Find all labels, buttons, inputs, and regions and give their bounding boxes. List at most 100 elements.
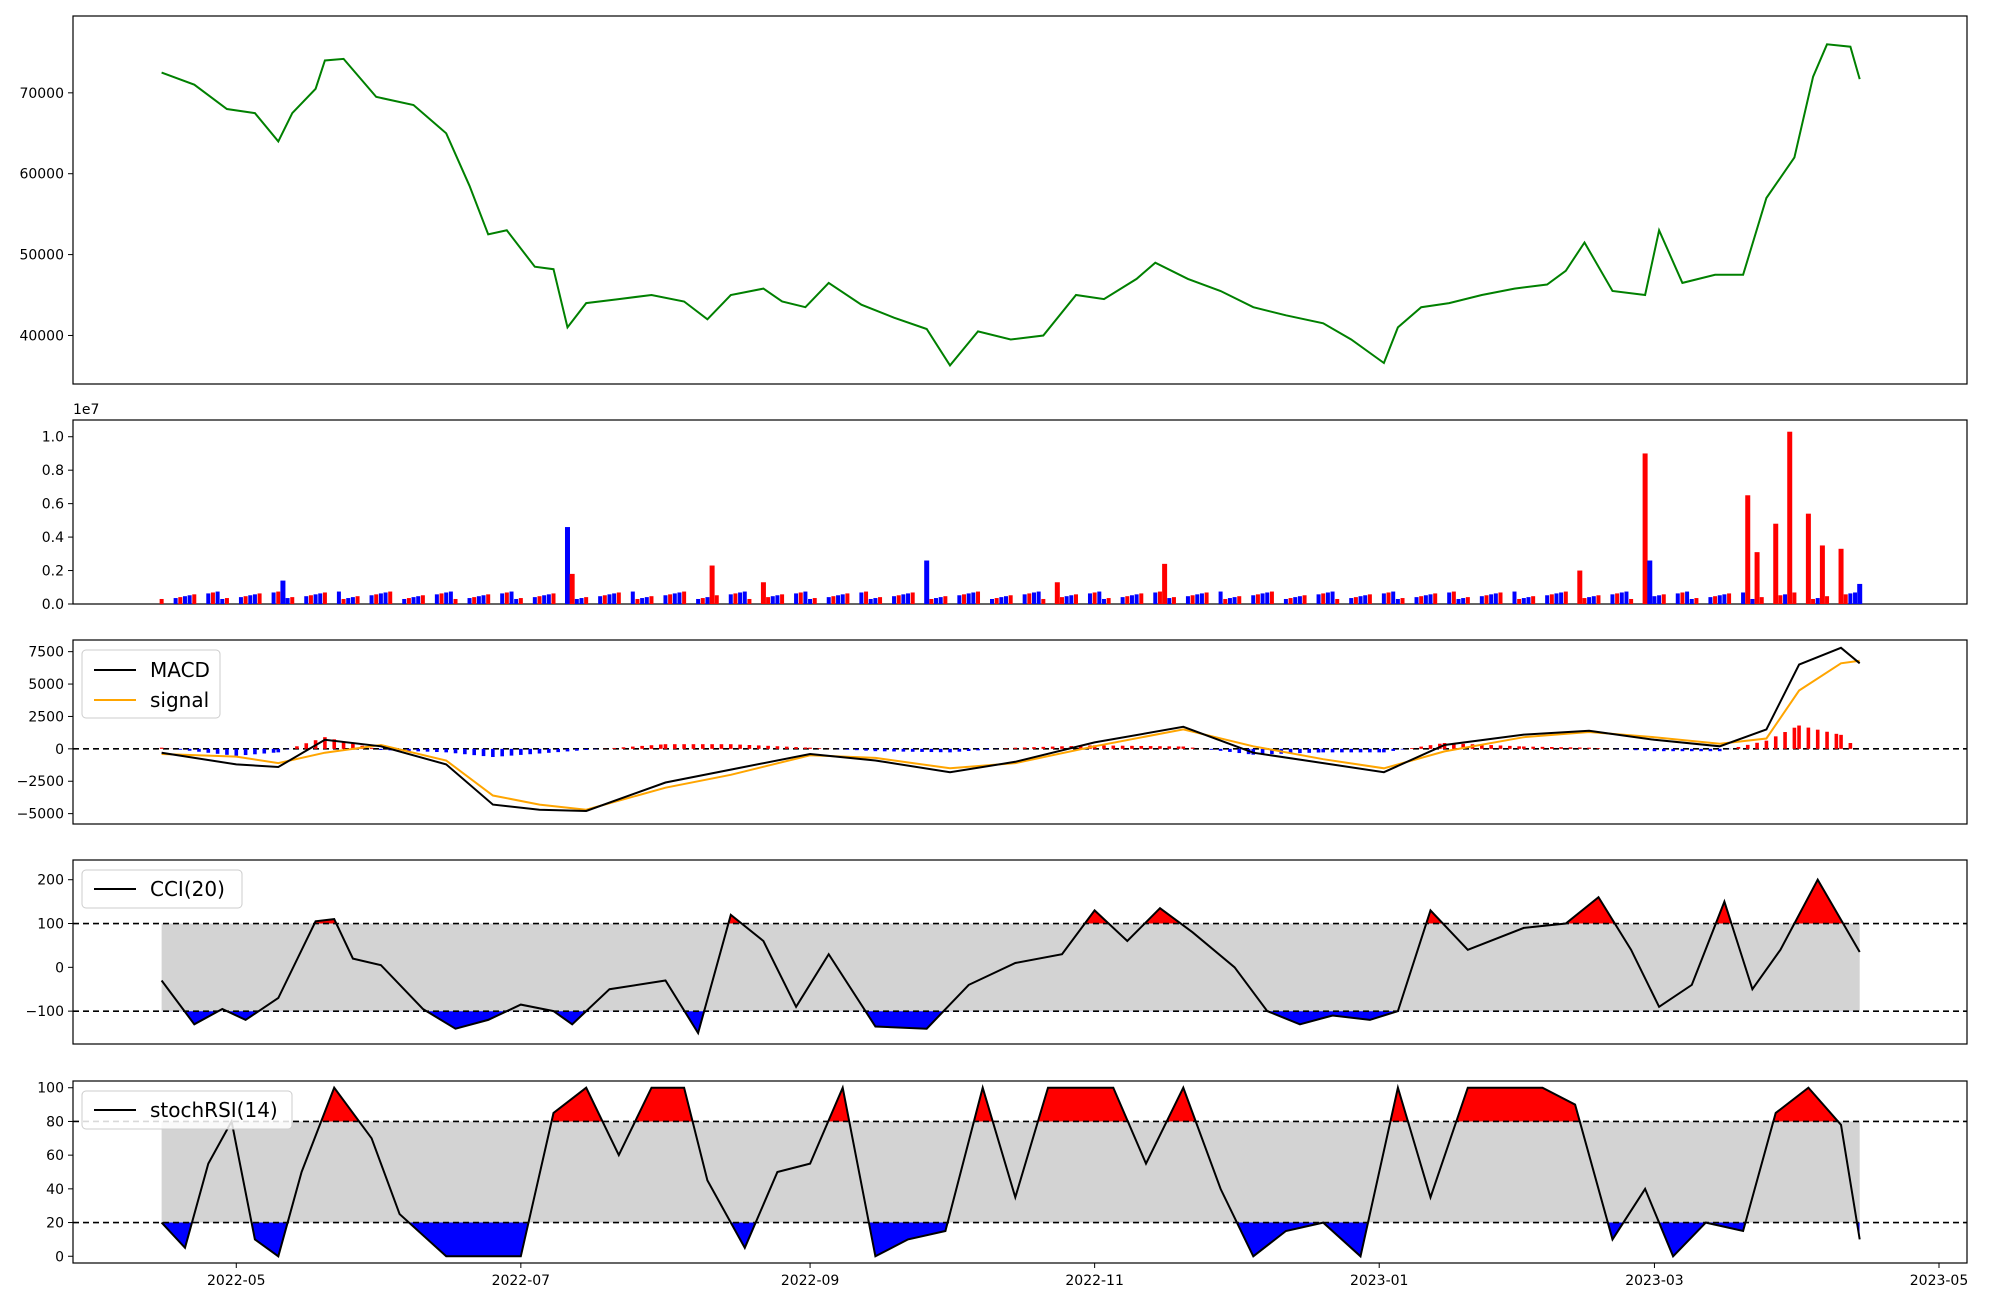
volume-bar — [995, 598, 999, 604]
volume-bar — [253, 594, 257, 604]
volume-bar — [280, 581, 285, 604]
volume-bar — [542, 595, 546, 604]
macd-histogram-bar — [1130, 746, 1134, 749]
ytick-label-volume: 0.0 — [42, 597, 64, 613]
ytick-label-macd: −5000 — [17, 807, 64, 823]
macd-histogram-bar — [276, 749, 280, 752]
ytick-label-cci: 100 — [37, 917, 64, 933]
volume-bar — [174, 598, 178, 604]
volume-bar — [729, 594, 733, 604]
volume-bar — [1424, 595, 1428, 604]
xtick-label: 2023-01 — [1350, 1273, 1409, 1289]
macd-histogram-bar — [272, 749, 276, 753]
macd-histogram-bar — [575, 749, 579, 751]
macd-histogram-bar — [1681, 749, 1685, 751]
volume-bar — [766, 597, 770, 604]
macd-histogram-bar — [1746, 745, 1750, 749]
volume-bar — [1433, 593, 1437, 604]
macd-histogram-bar — [1237, 749, 1241, 753]
macd-histogram-bar — [701, 744, 705, 749]
volume-bar — [258, 593, 262, 604]
volume-bar — [1130, 595, 1134, 604]
volume-bar — [897, 595, 901, 604]
cci-neutral-band — [162, 924, 1860, 1012]
macd-histogram-bar — [818, 748, 822, 749]
volume-bar — [943, 596, 947, 604]
macd-histogram-bar — [1816, 730, 1820, 749]
volume-bar — [1839, 549, 1844, 604]
volume-bar — [1261, 593, 1265, 604]
volume-bar — [1559, 592, 1563, 604]
xtick-label: 2022-09 — [781, 1273, 840, 1289]
volume-bar — [1349, 598, 1353, 604]
volume-bar — [794, 593, 798, 604]
macd-histogram-bar — [1508, 746, 1512, 749]
volume-bar — [1027, 593, 1031, 604]
volume-bar — [1647, 561, 1652, 604]
volume-bar — [1816, 598, 1820, 604]
volume-bar — [192, 594, 196, 604]
volume-bar — [1820, 545, 1825, 604]
volume-bar — [482, 595, 486, 604]
volume-bar — [733, 593, 737, 604]
volume-bar — [1041, 599, 1045, 604]
volume-bar — [971, 592, 975, 604]
macd-histogram-bar — [472, 749, 476, 755]
volume-bar — [505, 592, 509, 604]
macd-histogram-bar — [659, 745, 663, 749]
volume-bar — [939, 597, 943, 604]
ytick-label-price: 50000 — [19, 248, 64, 264]
volume-bar — [402, 599, 406, 604]
volume-bar — [1498, 592, 1502, 604]
volume-bar — [1718, 595, 1722, 604]
macd-histogram-bar — [640, 746, 644, 749]
volume-bar — [1512, 592, 1516, 604]
volume-bar — [388, 592, 392, 604]
xtick-label: 2023-03 — [1625, 1273, 1684, 1289]
volume-bar — [1461, 598, 1465, 604]
macd-histogram-bar — [1690, 749, 1694, 751]
volume-bar — [1485, 595, 1489, 604]
volume-bar — [1233, 597, 1237, 604]
macd-histogram-bar — [1181, 747, 1185, 749]
volume-bar — [873, 598, 877, 604]
volume-bar — [1489, 594, 1493, 604]
volume-bar — [715, 595, 719, 604]
volume-bar — [738, 592, 742, 604]
volume-bar — [1825, 596, 1829, 604]
volume-bar — [1690, 599, 1694, 604]
volume-bar — [1303, 595, 1307, 604]
volume-bar — [1629, 599, 1633, 604]
volume-bar — [1806, 514, 1811, 604]
macd-histogram-bar — [510, 749, 514, 756]
volume-bar — [1401, 598, 1405, 604]
volume-bar — [1167, 598, 1171, 604]
volume-bar — [836, 595, 840, 604]
volume-bar — [500, 593, 504, 604]
volume-bar — [1219, 592, 1223, 604]
macd-histogram-bar — [673, 744, 677, 749]
volume-bar — [272, 592, 276, 604]
volume-bar — [1457, 599, 1461, 604]
volume-bar — [677, 592, 681, 604]
macd-histogram-bar — [1793, 728, 1797, 749]
volume-bar — [1102, 599, 1106, 604]
volume-bar — [248, 595, 252, 604]
volume-bar — [705, 597, 709, 604]
ytick-label-cci: 0 — [55, 960, 64, 976]
volume-bar — [468, 598, 472, 604]
volume-bar — [1097, 592, 1101, 604]
macd-histogram-bar — [295, 746, 299, 749]
volume-bar — [929, 599, 933, 604]
volume-bar — [1577, 571, 1582, 604]
macd-histogram-bar — [1219, 749, 1223, 751]
macd-histogram-bar — [1597, 748, 1601, 749]
volume-bar — [1284, 599, 1288, 604]
legend-label-macd: MACD — [150, 658, 210, 682]
macd-histogram-bar — [584, 749, 588, 750]
macd-histogram-bar — [804, 747, 808, 748]
volume-bar — [1447, 592, 1451, 604]
volume-bar — [901, 594, 905, 604]
macd-histogram-bar — [1191, 748, 1195, 749]
volume-bar — [206, 593, 210, 604]
